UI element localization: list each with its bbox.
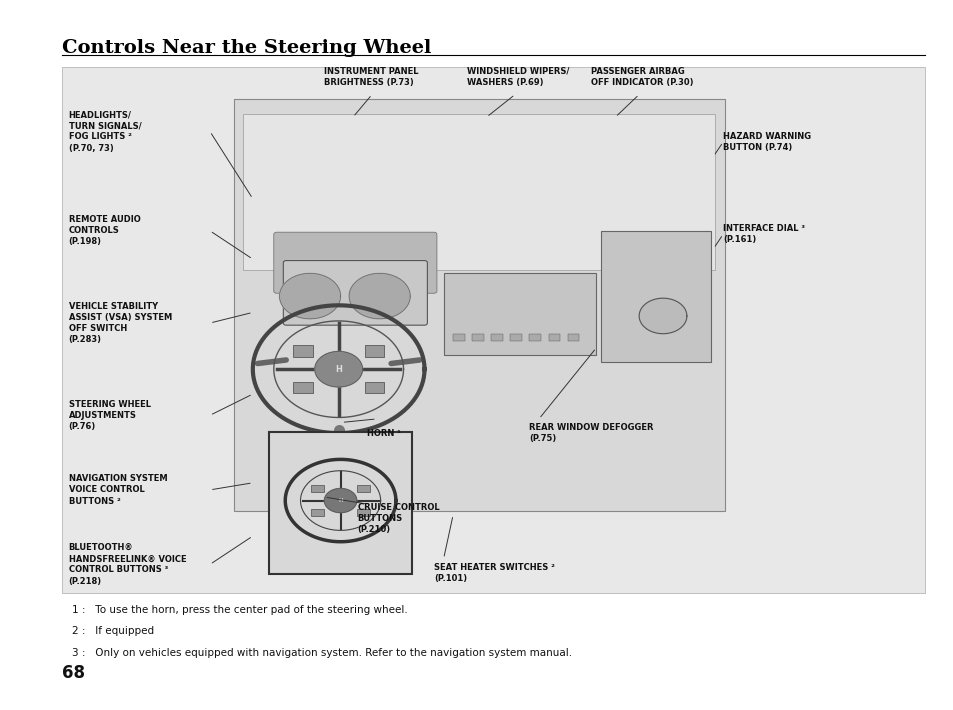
Bar — [472, 334, 483, 341]
Bar — [356, 509, 370, 516]
Bar — [510, 334, 521, 341]
Bar — [453, 334, 464, 341]
FancyBboxPatch shape — [233, 99, 724, 511]
Polygon shape — [349, 273, 410, 319]
Text: HEADLIGHTS/
TURN SIGNALS/
FOG LIGHTS ²
(P.70, 73): HEADLIGHTS/ TURN SIGNALS/ FOG LIGHTS ² (… — [69, 110, 141, 153]
FancyBboxPatch shape — [274, 232, 436, 293]
Text: Controls Near the Steering Wheel: Controls Near the Steering Wheel — [62, 39, 431, 57]
Bar — [364, 382, 383, 393]
Text: 68: 68 — [62, 664, 85, 682]
Bar — [364, 345, 383, 356]
Text: 1 :   To use the horn, press the center pad of the steering wheel.: 1 : To use the horn, press the center pa… — [71, 605, 407, 615]
Bar — [294, 382, 313, 393]
FancyBboxPatch shape — [283, 261, 427, 325]
Text: CRUISE CONTROL
BUTTONS
(P.210): CRUISE CONTROL BUTTONS (P.210) — [357, 503, 439, 534]
Text: BLUETOOTH®
HANDSFREELINK® VOICE
CONTROL BUTTONS ³
(P.218): BLUETOOTH® HANDSFREELINK® VOICE CONTROL … — [69, 543, 186, 586]
Text: SEAT HEATER SWITCHES ²
(P.101): SEAT HEATER SWITCHES ² (P.101) — [434, 563, 555, 583]
Text: HAZARD WARNING
BUTTON (P.74): HAZARD WARNING BUTTON (P.74) — [722, 132, 810, 152]
Polygon shape — [324, 488, 356, 513]
Bar — [548, 334, 559, 341]
Bar — [491, 334, 502, 341]
Polygon shape — [279, 273, 340, 319]
Text: HORN ¹: HORN ¹ — [367, 429, 401, 437]
Text: 2 :   If equipped: 2 : If equipped — [71, 626, 153, 636]
Text: H: H — [338, 498, 342, 503]
Text: INTERFACE DIAL ³
(P.161): INTERFACE DIAL ³ (P.161) — [722, 224, 804, 244]
Text: INSTRUMENT PANEL
BRIGHTNESS (P.73): INSTRUMENT PANEL BRIGHTNESS (P.73) — [324, 67, 418, 87]
Text: PASSENGER AIRBAG
OFF INDICATOR (P.30): PASSENGER AIRBAG OFF INDICATOR (P.30) — [591, 67, 693, 87]
Text: NAVIGATION SYSTEM
VOICE CONTROL
BUTTONS ²: NAVIGATION SYSTEM VOICE CONTROL BUTTONS … — [69, 474, 167, 506]
Bar — [529, 334, 540, 341]
Bar — [311, 509, 324, 516]
Polygon shape — [639, 298, 686, 334]
Text: STEERING WHEEL
ADJUSTMENTS
(P.76): STEERING WHEEL ADJUSTMENTS (P.76) — [69, 400, 151, 431]
Bar — [567, 334, 578, 341]
Polygon shape — [314, 351, 362, 387]
Text: REAR WINDOW DEFOGGER
(P.75): REAR WINDOW DEFOGGER (P.75) — [529, 423, 654, 443]
Bar — [356, 485, 370, 492]
FancyBboxPatch shape — [62, 67, 924, 593]
Bar — [294, 345, 313, 356]
FancyBboxPatch shape — [600, 231, 710, 362]
FancyBboxPatch shape — [243, 114, 715, 270]
Text: 3 :   Only on vehicles equipped with navigation system. Refer to the navigation : 3 : Only on vehicles equipped with navig… — [71, 648, 571, 657]
Bar — [311, 485, 324, 492]
Text: REMOTE AUDIO
CONTROLS
(P.198): REMOTE AUDIO CONTROLS (P.198) — [69, 215, 140, 246]
Text: WINDSHIELD WIPERS/
WASHERS (P.69): WINDSHIELD WIPERS/ WASHERS (P.69) — [467, 67, 569, 87]
Text: VEHICLE STABILITY
ASSIST (VSA) SYSTEM
OFF SWITCH
(P.283): VEHICLE STABILITY ASSIST (VSA) SYSTEM OF… — [69, 302, 172, 344]
FancyBboxPatch shape — [269, 432, 412, 574]
Text: H: H — [335, 365, 342, 373]
FancyBboxPatch shape — [443, 273, 596, 355]
